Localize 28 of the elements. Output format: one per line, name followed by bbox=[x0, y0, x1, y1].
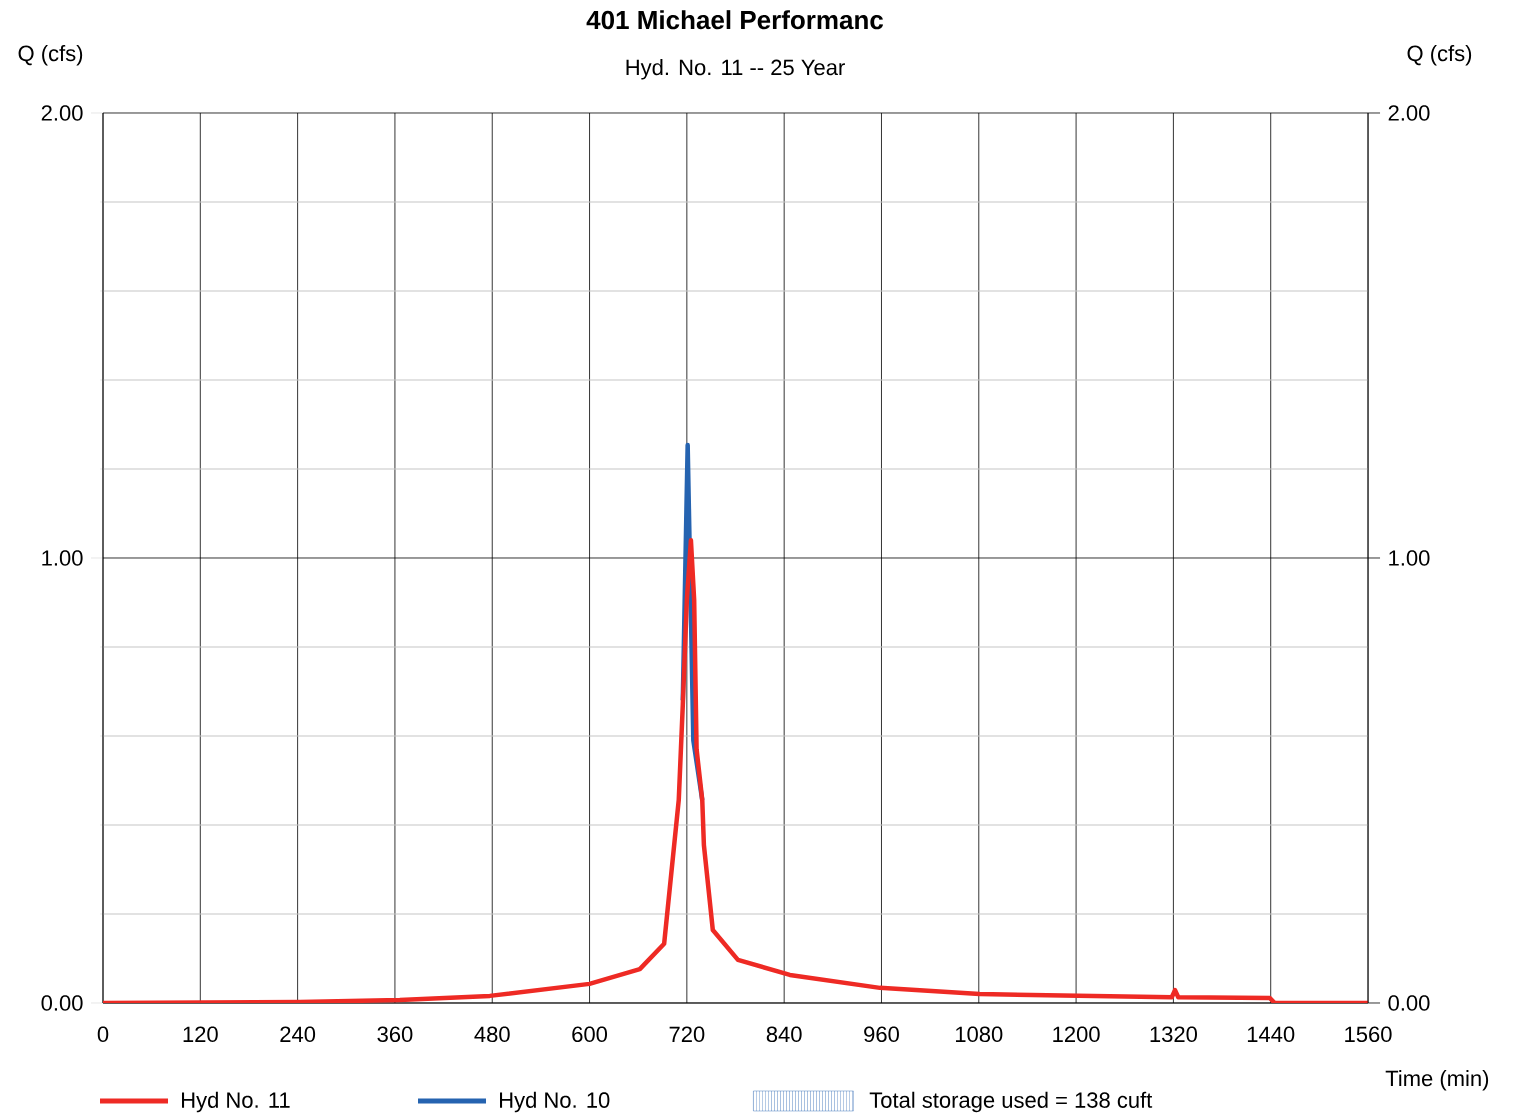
x-tick-label: 1200 bbox=[1053, 1026, 1100, 1043]
x-axis-title: Time (min) bbox=[1385, 1070, 1489, 1091]
x-tick-label: 1320 bbox=[1150, 1026, 1197, 1043]
x-tick-label: 600 bbox=[572, 1026, 608, 1043]
x-tick-label: 1080 bbox=[955, 1026, 1003, 1043]
text: Total storage used = 138 cuft bbox=[869, 1091, 1153, 1113]
y-tick-label: 2.00 bbox=[41, 105, 83, 121]
y2-tick-label: 0.00 bbox=[1388, 995, 1430, 1011]
y-axis-title: Q (cfs) bbox=[18, 45, 83, 66]
x-tick-label: 960 bbox=[864, 1026, 899, 1043]
legend-label: Hyd No. 11 bbox=[182, 1091, 290, 1113]
y2-tick-label: 2.00 bbox=[1388, 105, 1430, 121]
y2-tick-label: 1.00 bbox=[1389, 550, 1430, 566]
x-tick-label: 360 bbox=[377, 1026, 413, 1043]
x-tick-label: 240 bbox=[280, 1026, 316, 1043]
x-tick-label: 1440 bbox=[1247, 1026, 1295, 1043]
x-tick-label: 0 bbox=[97, 1026, 109, 1043]
x-tick-label: 840 bbox=[766, 1026, 802, 1043]
y2-axis-title: Q (cfs) bbox=[1407, 45, 1472, 66]
y-tick-label: 1.00 bbox=[42, 550, 83, 566]
legend-label: Hyd No. 10 bbox=[500, 1091, 610, 1113]
y-tick-label: 0.00 bbox=[41, 995, 83, 1011]
x-tick-label: 1560 bbox=[1345, 1026, 1392, 1043]
x-tick-label: 720 bbox=[669, 1026, 705, 1043]
x-tick-label: 120 bbox=[183, 1026, 218, 1043]
x-tick-label: 480 bbox=[474, 1026, 510, 1043]
chart-title: 401 Michael Performanc bbox=[586, 10, 884, 30]
chart-subtitle: Hyd. No. 11 -- 25 Year bbox=[626, 59, 845, 80]
